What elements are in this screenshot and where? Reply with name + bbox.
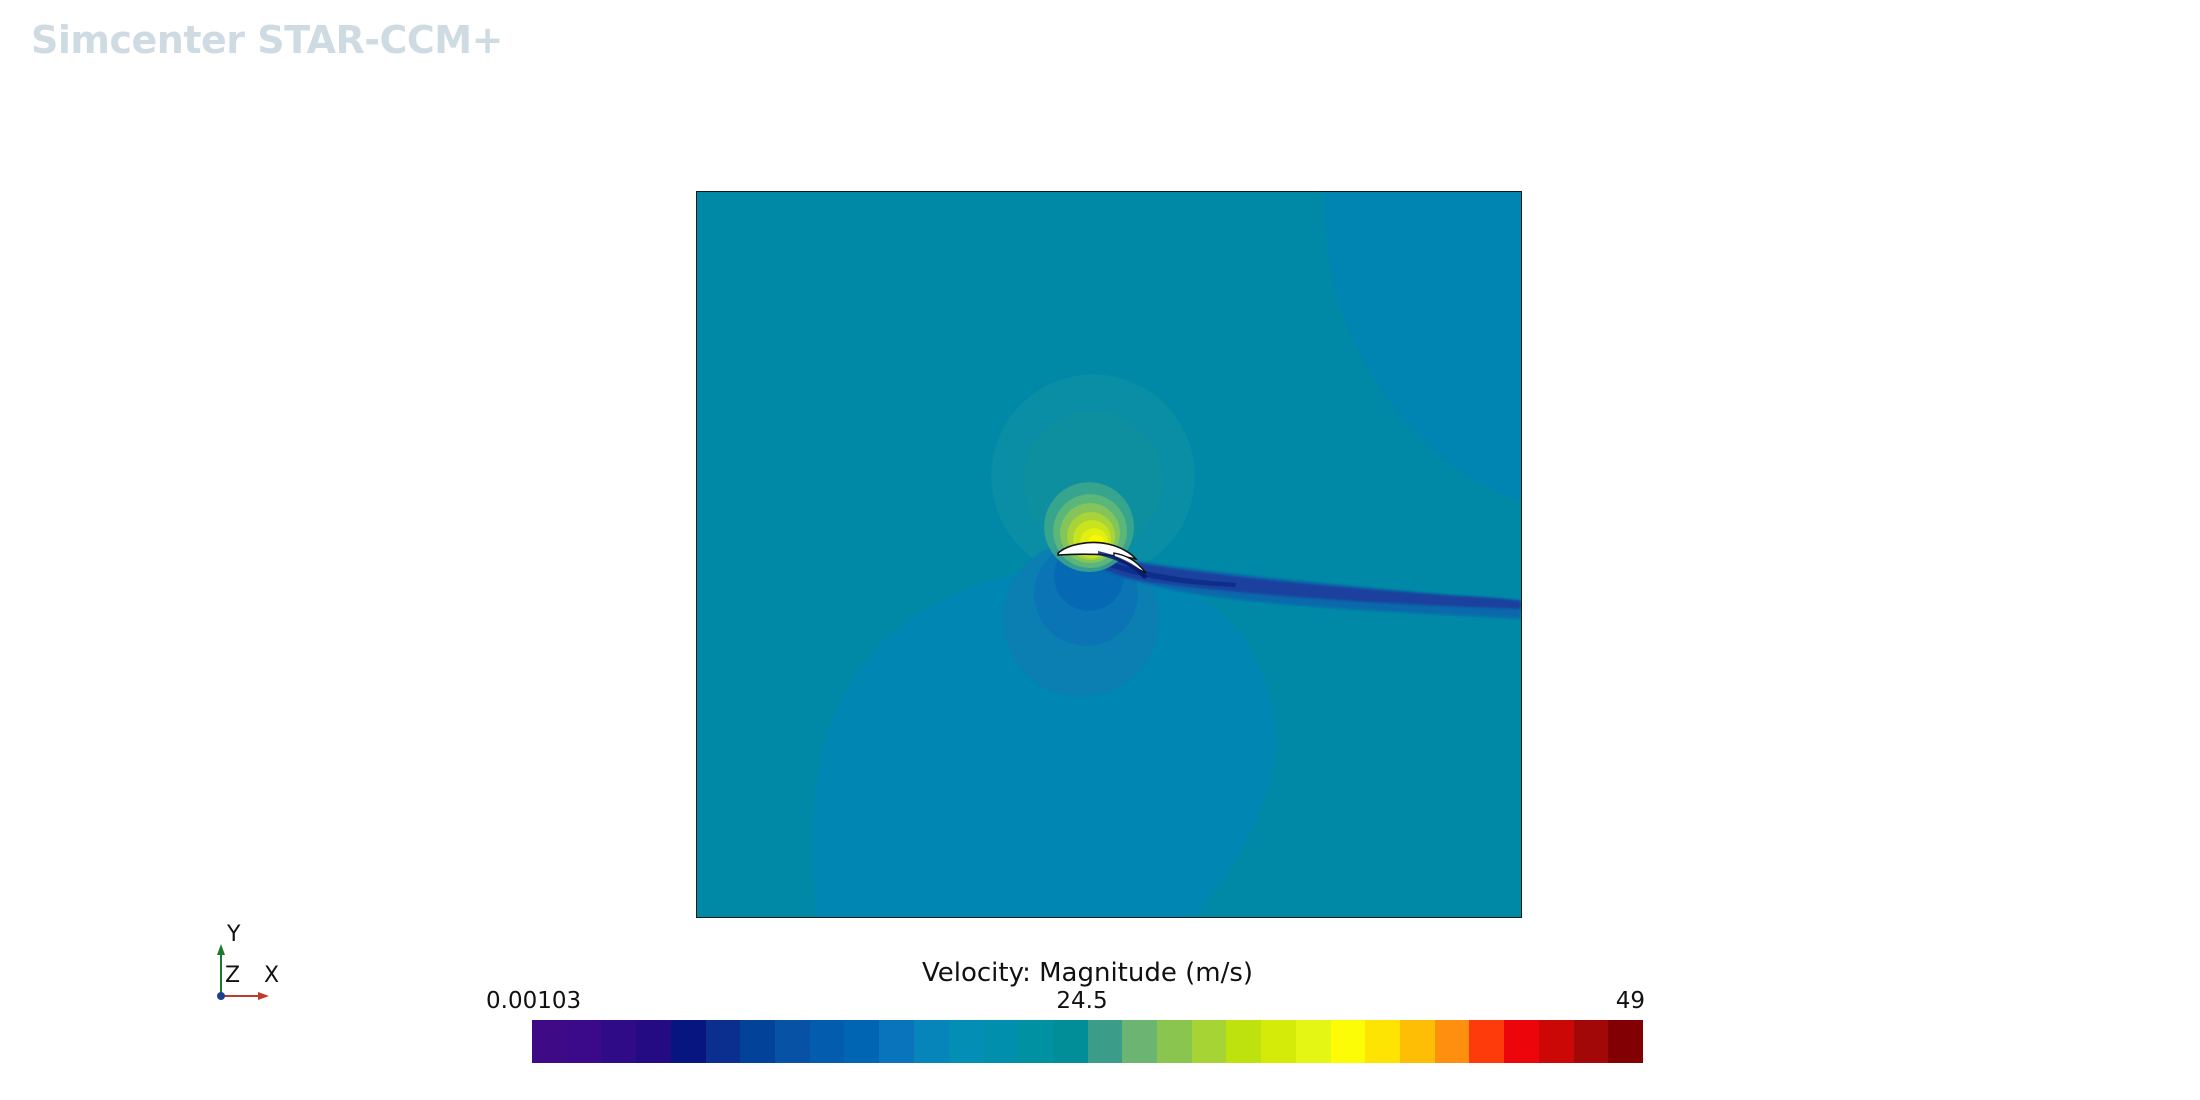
colorbar-band	[948, 1020, 984, 1063]
legend-mid-label: 24.5	[1056, 988, 1108, 1014]
legend-title: Velocity: Magnitude (m/s)	[921, 958, 1254, 988]
colorbar-band	[1365, 1020, 1400, 1063]
colorbar-band	[1538, 1020, 1574, 1063]
x-axis-label: X	[264, 963, 280, 988]
contour-region-lower	[812, 567, 1276, 917]
colorbar-band	[1295, 1020, 1331, 1063]
colorbar-band	[913, 1020, 949, 1063]
colorbar-band	[1608, 1020, 1643, 1063]
colorbar-band	[1469, 1020, 1505, 1063]
wake-core	[1091, 554, 1521, 609]
colorbar-band	[1434, 1020, 1470, 1063]
colorbar-band	[809, 1020, 845, 1063]
colorbar-band	[1573, 1020, 1609, 1063]
colorbar-band	[1261, 1020, 1296, 1063]
velocity-contour-plot	[697, 192, 1521, 917]
contour-region-upper-right	[1324, 192, 1521, 502]
colorbar-band	[740, 1020, 776, 1063]
colorbar-band	[1087, 1020, 1123, 1063]
x-axis-arrowhead	[258, 992, 269, 1000]
scene-viewport[interactable]	[696, 191, 1522, 918]
colorbar-band	[775, 1020, 810, 1063]
colorbar-band	[1399, 1020, 1435, 1063]
legend-min-label: 0.00103	[486, 988, 582, 1014]
colorbar-band	[1226, 1020, 1262, 1063]
colorbar-band	[844, 1020, 880, 1063]
y-axis-arrowhead	[217, 944, 225, 955]
colorbar-band	[1052, 1020, 1088, 1063]
colorbar-band	[879, 1020, 914, 1063]
airfoil-wake-gap	[1098, 551, 1148, 579]
colorbar-band	[1122, 1020, 1157, 1063]
colorbar-band	[705, 1020, 741, 1063]
legend-max-label: 49	[1615, 988, 1645, 1014]
z-axis-label: Z	[225, 963, 241, 988]
legend-colorbar	[532, 1020, 1643, 1063]
colorbar-band	[532, 1020, 567, 1063]
colorbar-band	[1504, 1020, 1539, 1063]
colorbar-band	[670, 1020, 706, 1063]
z-axis-origin-dot	[217, 992, 225, 1000]
axis-triad-arrows	[217, 944, 269, 1000]
colorbar-band	[1330, 1020, 1366, 1063]
colorbar-band	[1018, 1020, 1053, 1063]
colorbar-band	[1156, 1020, 1192, 1063]
colorbar-band	[566, 1020, 602, 1063]
app-watermark: Simcenter STAR-CCM+	[31, 18, 503, 62]
y-axis-label: Y	[227, 922, 241, 947]
axis-triad: Y Z X	[200, 922, 300, 1005]
wake-core-dark	[1096, 556, 1236, 587]
colorbar-band	[983, 1020, 1019, 1063]
colorbar-band	[1191, 1020, 1227, 1063]
colorbar-band	[601, 1020, 637, 1063]
colorbar-band	[636, 1020, 671, 1063]
